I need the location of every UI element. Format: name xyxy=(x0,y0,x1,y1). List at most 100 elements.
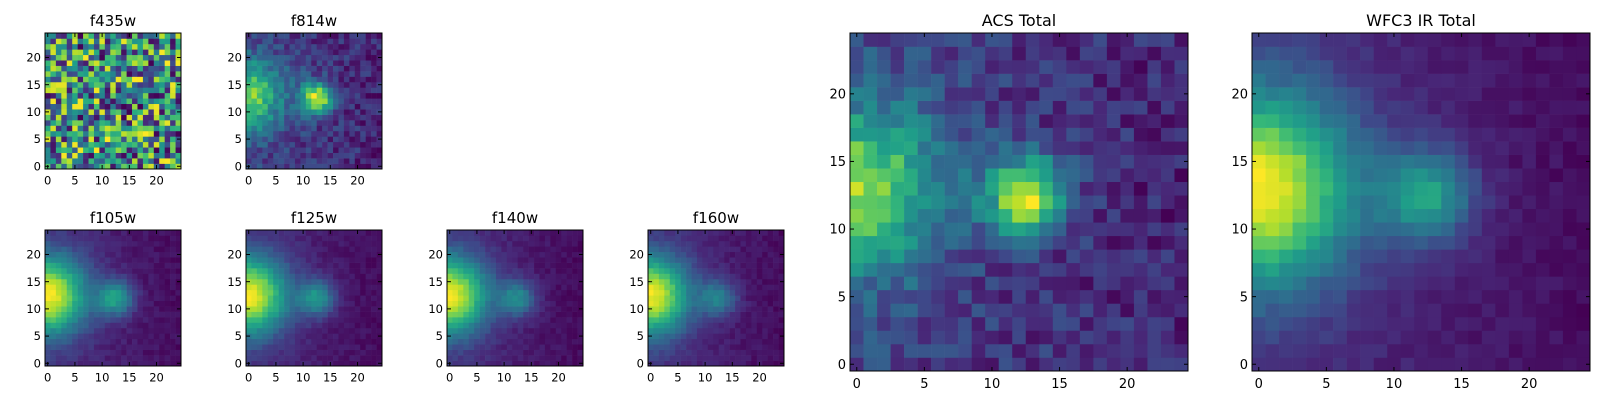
heatmap-cell xyxy=(289,49,296,56)
heatmap-cell xyxy=(110,333,117,340)
heatmap-cell xyxy=(311,125,318,132)
heatmap-cell xyxy=(702,344,709,350)
heatmap-cell xyxy=(311,333,318,340)
heatmap-cell xyxy=(153,92,160,99)
heatmap-cell xyxy=(159,360,165,367)
heatmap-cell xyxy=(142,92,149,99)
heatmap-cell xyxy=(501,284,508,291)
heatmap-cell xyxy=(653,257,660,263)
heatmap-cell xyxy=(262,60,269,66)
heatmap-cell xyxy=(262,125,269,132)
heatmap-cell xyxy=(55,38,62,45)
heatmap-cell xyxy=(327,300,334,307)
heatmap-cell xyxy=(751,284,758,291)
heatmap-cell xyxy=(360,65,366,72)
heatmap-cell xyxy=(523,338,529,345)
heatmap-cell xyxy=(88,349,95,356)
heatmap-cell xyxy=(72,76,78,83)
heatmap-cell xyxy=(751,273,758,280)
heatmap-cell xyxy=(713,322,720,329)
heatmap-cell xyxy=(273,262,279,269)
heatmap-cell xyxy=(175,43,182,50)
heatmap-cell xyxy=(577,262,584,269)
heatmap-cell xyxy=(1535,181,1550,196)
heatmap-cell xyxy=(1306,262,1320,277)
heatmap-cell xyxy=(691,289,698,296)
heatmap-cell xyxy=(333,240,339,247)
heatmap-cell xyxy=(680,333,687,340)
heatmap-cell xyxy=(653,333,660,340)
heatmap-cell xyxy=(917,60,932,74)
heatmap-cell xyxy=(322,125,328,132)
heatmap-cell xyxy=(153,349,160,356)
heatmap-cell xyxy=(1106,73,1121,88)
heatmap-cell xyxy=(1319,357,1334,372)
heatmap-cell xyxy=(104,114,111,121)
heatmap-cell xyxy=(338,349,345,356)
heatmap-cell xyxy=(45,65,51,72)
heatmap-cell xyxy=(506,300,513,307)
heatmap-cell xyxy=(512,360,519,367)
heatmap-cell xyxy=(170,311,176,318)
heatmap-cell xyxy=(729,262,736,269)
heatmap-cell xyxy=(360,109,366,115)
heatmap-cell xyxy=(495,230,502,236)
heatmap-cell xyxy=(1576,289,1591,304)
heatmap-cell xyxy=(327,141,334,148)
x-tick-label: 10 xyxy=(698,371,713,385)
heatmap-cell xyxy=(175,87,182,94)
heatmap-cell xyxy=(256,235,263,242)
heatmap-cell xyxy=(126,120,133,126)
heatmap-cell xyxy=(696,355,703,361)
heatmap-cell xyxy=(148,76,155,83)
heatmap-cell xyxy=(917,343,932,358)
heatmap-cell xyxy=(142,65,149,72)
heatmap-cell xyxy=(104,355,111,361)
heatmap-cell xyxy=(246,295,252,302)
heatmap-cell xyxy=(664,306,671,312)
heatmap-cell xyxy=(696,289,703,296)
y-tick-label: 20 xyxy=(428,248,443,262)
heatmap-cell xyxy=(740,360,747,367)
heatmap-cell xyxy=(713,349,720,356)
heatmap-cell xyxy=(376,125,383,132)
heatmap-cell xyxy=(327,43,334,50)
heatmap-cell xyxy=(1079,168,1094,183)
heatmap-cell xyxy=(343,230,350,236)
heatmap-cell xyxy=(88,300,95,307)
heatmap-cell xyxy=(1160,343,1175,358)
heatmap-cell xyxy=(61,141,68,148)
heatmap-cell xyxy=(376,230,383,236)
x-tick-label: 20 xyxy=(149,174,164,188)
heatmap-cell xyxy=(256,344,263,350)
heatmap-cell xyxy=(745,240,752,247)
heatmap-cell xyxy=(1576,262,1591,277)
heatmap-cell xyxy=(66,54,73,61)
heatmap-cell xyxy=(284,147,290,153)
heatmap-cell xyxy=(273,284,279,291)
heatmap-cell xyxy=(1400,208,1415,223)
heatmap-cell xyxy=(72,130,78,137)
heatmap-cell xyxy=(110,251,117,258)
x-tick-label: 10 xyxy=(95,371,110,385)
heatmap-cell xyxy=(890,127,905,142)
heatmap-cell xyxy=(1441,195,1456,210)
heatmap-cell xyxy=(1133,127,1148,142)
heatmap-cell xyxy=(648,246,654,253)
heatmap-cell xyxy=(273,251,279,258)
heatmap-cell xyxy=(958,168,972,183)
heatmap-cell xyxy=(1160,141,1175,155)
heatmap-cell xyxy=(371,103,377,110)
heatmap-cell xyxy=(1508,181,1523,196)
heatmap-cell xyxy=(137,273,144,280)
heatmap-cell xyxy=(1481,303,1496,318)
heatmap-cell xyxy=(333,33,339,39)
heatmap-cell xyxy=(338,60,345,66)
heatmap-cell xyxy=(1373,276,1388,291)
heatmap-cell xyxy=(1252,357,1266,372)
heatmap-cell xyxy=(305,284,312,291)
heatmap-cell xyxy=(365,33,372,39)
heatmap-cell xyxy=(490,295,497,302)
heatmap-cell xyxy=(322,295,328,302)
